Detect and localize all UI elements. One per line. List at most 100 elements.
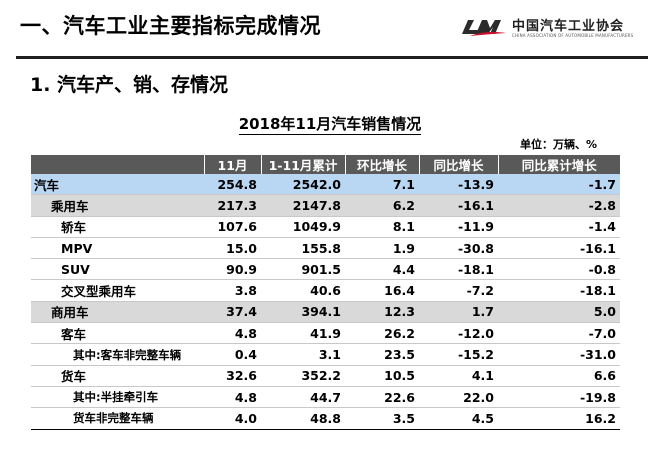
table-row: 货车非完整车辆 4.0 48.8 3.5 4.5 16.2 [31,407,620,430]
cell-cumulative: 40.6 [261,279,345,302]
table-row: 其中:半挂牵引车 4.8 44.7 22.6 22.0 -19.8 [31,386,620,409]
table-header-row: 11月 1-11月累计 环比增长 同比增长 同比累计增长 [31,155,620,174]
cell-cumulative: 1049.9 [261,216,345,238]
table-row: 轿车 107.6 1049.9 8.1 -11.9 -1.4 [31,216,620,238]
column-header-mom: 环比增长 [344,155,419,174]
cell-month: 32.6 [204,365,261,387]
sales-table: 11月 1-11月累计 环比增长 同比增长 同比累计增长 汽车 254.8 2542… [31,155,620,430]
cell-yoy-cumulative: -2.8 [498,194,620,217]
column-header-yoy-cumulative: 同比累计增长 [497,155,620,174]
cell-yoy: -16.1 [419,194,498,217]
cell-cumulative: 44.7 [261,386,345,409]
cell-month: 15.0 [204,237,261,260]
table-row: SUV 90.9 901.5 4.4 -18.1 -0.8 [31,258,620,281]
caam-logo-icon [462,20,506,36]
table-title-wrap: 2018年11月汽车销售情况 [0,113,660,135]
cell-month: 4.0 [204,407,261,430]
cell-cumulative: 41.9 [261,322,345,345]
cell-yoy: 1.7 [419,301,498,324]
cell-mom: 16.4 [345,279,419,302]
logo-english-text: CHINA ASSOCIATION OF AUTOMOBILE MANUFACT… [512,33,634,38]
unit-label: 单位：万辆、% [520,138,598,151]
row-label: 其中:半挂牵引车 [31,386,204,409]
table-body: 汽车 254.8 2542.0 7.1 -13.9 -1.7 乘用车 217.3 2147.8 6… [31,174,620,430]
column-header-name [31,155,204,174]
cell-cumulative: 48.8 [261,407,345,430]
table-row: 交叉型乘用车 3.8 40.6 16.4 -7.2 -18.1 [31,279,620,302]
cell-yoy: -12.0 [419,322,498,345]
cell-cumulative: 3.1 [261,343,345,366]
table-row: 其中:客车非完整车辆 0.4 3.1 23.5 -15.2 -31.0 [31,343,620,366]
cell-month: 217.3 [204,194,261,217]
logo-chinese-text: 中国汽车工业协会 [512,19,625,34]
row-label: 货车非完整车辆 [31,407,204,430]
row-label: 货车 [31,365,204,387]
row-label: 商用车 [31,301,204,324]
cell-yoy-cumulative: -1.7 [498,174,620,196]
row-label: 客车 [31,322,204,345]
table-row: 货车 32.6 352.2 10.5 4.1 6.6 [31,365,620,387]
table-row: 商用车 37.4 394.1 12.3 1.7 5.0 [31,301,620,324]
cell-yoy: 4.1 [419,365,498,387]
cell-yoy: -11.9 [419,216,498,238]
cell-mom: 8.1 [345,216,419,238]
cell-mom: 26.2 [345,322,419,345]
cell-cumulative: 394.1 [261,301,345,324]
cell-month: 0.4 [204,343,261,366]
cell-yoy-cumulative: 16.2 [498,407,620,430]
cell-yoy: 22.0 [419,386,498,409]
table-row: 汽车 254.8 2542.0 7.1 -13.9 -1.7 [31,174,620,196]
cell-mom: 4.4 [345,258,419,281]
caam-logo: 中国汽车工业协会 CHINA ASSOCIATION OF AUTOMOBILE… [460,14,650,46]
cell-mom: 7.1 [345,174,419,196]
cell-yoy-cumulative: 5.0 [498,301,620,324]
cell-yoy-cumulative: 6.6 [498,365,620,387]
row-label: 轿车 [31,216,204,238]
cell-yoy: -30.8 [419,237,498,260]
cell-cumulative: 155.8 [261,237,345,260]
table-row: MPV 15.0 155.8 1.9 -30.8 -16.1 [31,237,620,260]
title-divider [16,56,648,59]
column-header-yoy: 同比增长 [418,155,498,174]
cell-yoy-cumulative: -0.8 [498,258,620,281]
cell-month: 4.8 [204,322,261,345]
table-row: 乘用车 217.3 2147.8 6.2 -16.1 -2.8 [31,194,620,217]
cell-month: 37.4 [204,301,261,324]
cell-yoy-cumulative: -1.4 [498,216,620,238]
cell-mom: 1.9 [345,237,419,260]
cell-month: 107.6 [204,216,261,238]
cell-yoy: -15.2 [419,343,498,366]
cell-mom: 3.5 [345,407,419,430]
row-label: MPV [31,237,204,260]
section-title: 1. 汽车产、销、存情况 [30,74,229,96]
cell-yoy-cumulative: -31.0 [498,343,620,366]
cell-month: 90.9 [204,258,261,281]
cell-month: 3.8 [204,279,261,302]
row-label: 乘用车 [31,194,204,217]
cell-mom: 12.3 [345,301,419,324]
cell-yoy: -7.2 [419,279,498,302]
cell-mom: 23.5 [345,343,419,366]
cell-mom: 22.6 [345,386,419,409]
cell-cumulative: 2147.8 [261,194,345,217]
column-header-cumulative: 1-11月累计 [260,155,345,174]
cell-mom: 10.5 [345,365,419,387]
cell-yoy: -13.9 [419,174,498,196]
cell-yoy: -18.1 [419,258,498,281]
cell-yoy-cumulative: -19.8 [498,386,620,409]
row-label: 交叉型乘用车 [31,279,204,302]
cell-yoy-cumulative: -16.1 [498,237,620,260]
cell-cumulative: 2542.0 [261,174,345,196]
cell-month: 4.8 [204,386,261,409]
column-header-month: 11月 [203,155,261,174]
table-title: 2018年11月汽车销售情况 [238,115,422,135]
row-label: 汽车 [31,174,204,196]
cell-yoy-cumulative: -7.0 [498,322,620,345]
cell-cumulative: 352.2 [261,365,345,387]
table-row: 客车 4.8 41.9 26.2 -12.0 -7.0 [31,322,620,345]
row-label: 其中:客车非完整车辆 [31,343,204,366]
cell-yoy: 4.5 [419,407,498,430]
cell-month: 254.8 [204,174,261,196]
slide-title: 一、汽车工业主要指标完成情况 [20,14,321,38]
cell-mom: 6.2 [345,194,419,217]
